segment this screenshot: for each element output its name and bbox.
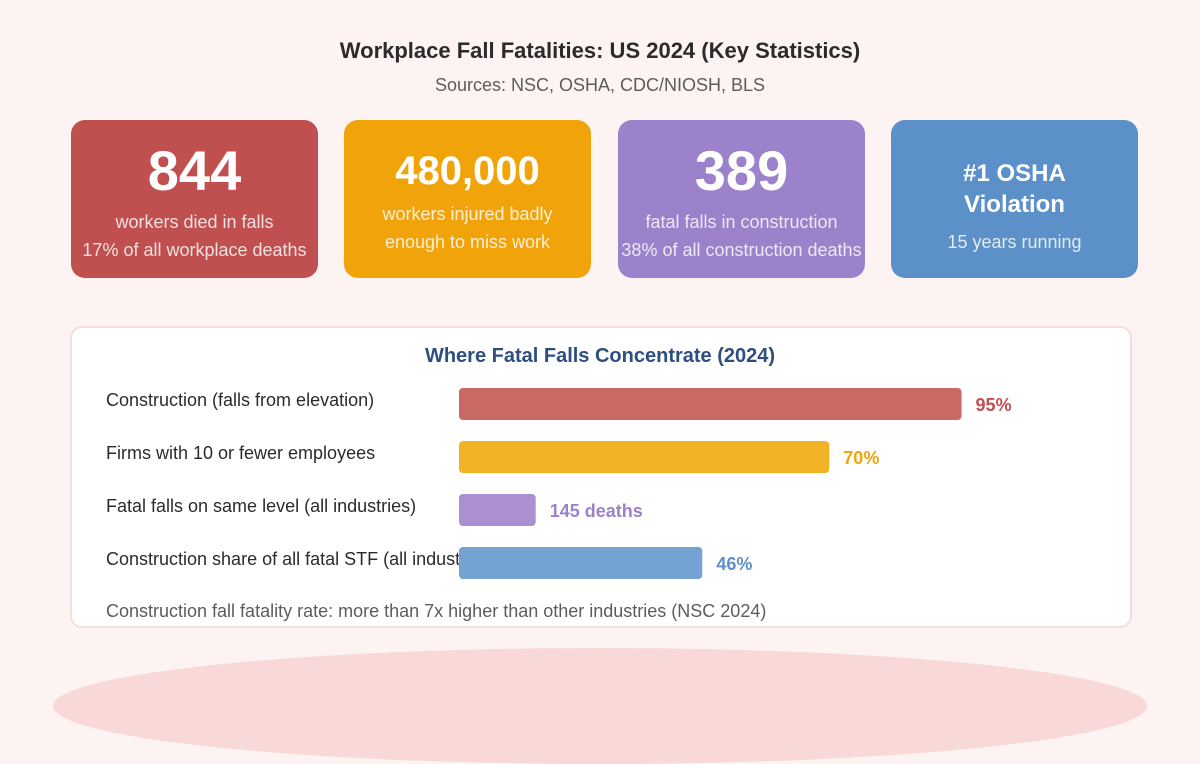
stat-card-construction: 389 fatal falls in construction 38% of a… [618, 120, 865, 278]
bar [459, 388, 962, 420]
stat-value: 480,000 [395, 149, 540, 193]
category-label: Firms with 10 or fewer employees [106, 443, 375, 463]
page-subtitle: Sources: NSC, OSHA, CDC/NIOSH, BLS [434, 75, 766, 95]
chart-title: Where Fatal Falls Concentrate (2024) [424, 345, 776, 367]
stat-caption: 15 years running [947, 232, 1082, 252]
stat-value: 844 [147, 139, 242, 202]
stat-card-deaths: 844 workers died in falls 17% of all wor… [71, 120, 318, 278]
stat-caption: fatal falls in construction [645, 212, 838, 232]
stat-card-injuries: 480,000 workers injured badly enough to … [344, 120, 591, 278]
decorative-ellipse [53, 648, 1147, 764]
data-label: 70% [843, 448, 879, 468]
stat-value-line: Violation [964, 191, 1065, 218]
stat-caption: workers died in falls [115, 212, 274, 232]
category-label: Construction (falls from elevation) [106, 390, 374, 410]
stat-value-line: #1 OSHA [963, 160, 1066, 187]
chart-footnote: Construction fall fatality rate: more th… [106, 601, 767, 621]
stat-value: #1 OSHA Violation [891, 158, 1138, 220]
stat-caption: 38% of all construction deaths [621, 240, 862, 260]
bar [459, 494, 536, 526]
bar [459, 441, 830, 473]
bar-chart: Construction (falls from elevation) 95% Fi… [106, 388, 1012, 579]
stat-caption: workers injured badly [382, 204, 553, 224]
stat-caption: enough to miss work [384, 232, 551, 252]
data-label: 145 deaths [550, 501, 643, 521]
stat-caption: 17% of all workplace deaths [82, 240, 307, 260]
bar [459, 547, 703, 579]
page-title: Workplace Fall Fatalities: US 2024 (Key … [339, 38, 861, 63]
category-label: Construction share of all fatal STF (all… [106, 549, 495, 569]
stat-card-osha: #1 OSHA Violation 15 years running [891, 120, 1138, 278]
data-label: 95% [976, 395, 1012, 415]
data-label: 46% [716, 554, 752, 574]
stat-value: 389 [694, 139, 789, 202]
category-label: Fatal falls on same level (all industrie… [106, 496, 416, 516]
